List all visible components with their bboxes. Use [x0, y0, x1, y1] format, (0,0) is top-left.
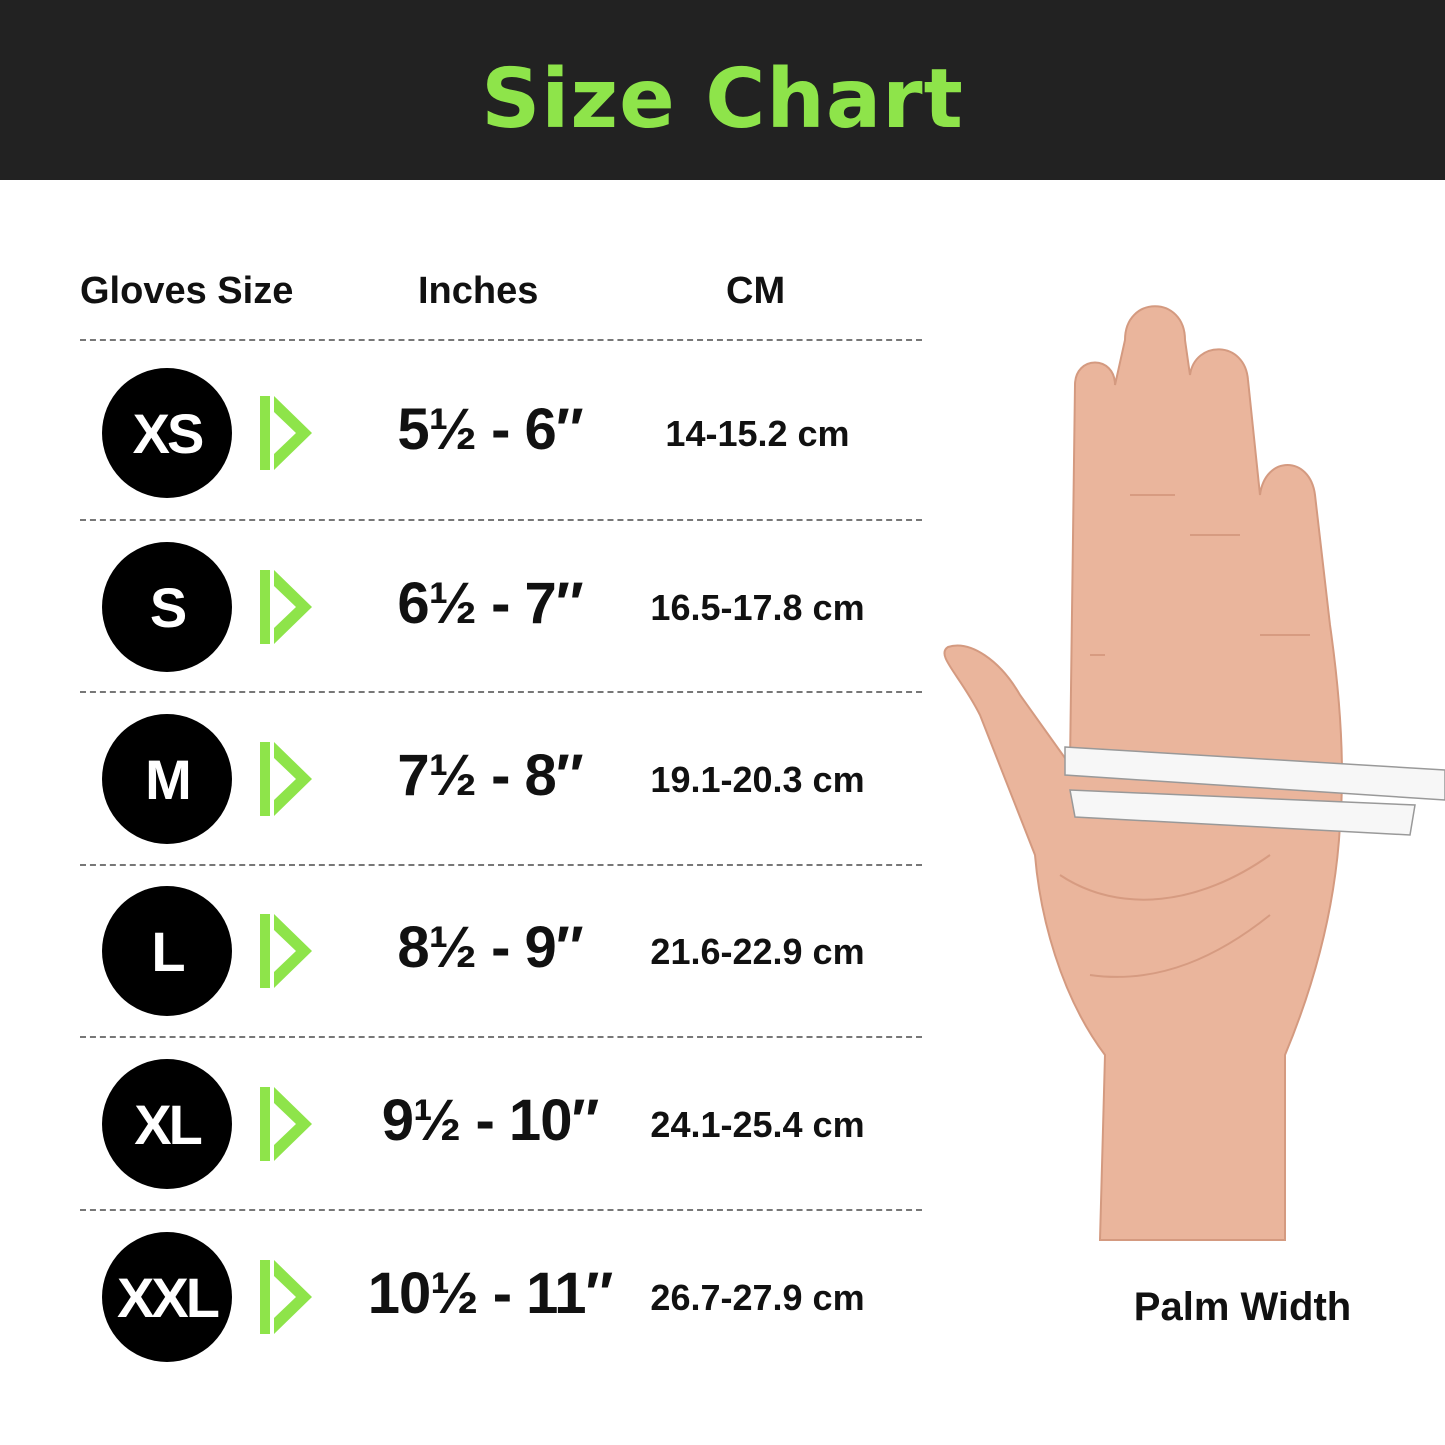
double-play-arrow-icon: [260, 396, 312, 470]
double-play-arrow-icon: [260, 742, 312, 816]
inches-value: 6½ - 7″: [397, 571, 583, 636]
inches-value: 7½ - 8″: [397, 743, 583, 808]
inches-value: 9½ - 10″: [381, 1088, 599, 1153]
palm-width-caption: Palm Width: [1133, 1285, 1352, 1329]
size-badge: M: [102, 714, 232, 844]
column-header-inches: Inches: [418, 270, 539, 312]
cm-value: 26.7-27.9 cm: [650, 1277, 865, 1318]
cm-value: 24.1-25.4 cm: [650, 1104, 865, 1145]
size-badge: S: [102, 542, 232, 672]
divider: [80, 339, 922, 341]
size-badge: XL: [102, 1059, 232, 1189]
size-row: S 6½ - 7″ 16.5-17.8 cm: [0, 542, 940, 672]
cm-value: 21.6-22.9 cm: [650, 931, 865, 972]
divider: [80, 519, 922, 521]
hand-with-measuring-tape-image: [943, 305, 1445, 1241]
size-row: M 7½ - 8″ 19.1-20.3 cm: [0, 714, 940, 844]
inches-value: 8½ - 9″: [397, 915, 583, 980]
double-play-arrow-icon: [260, 1260, 312, 1334]
size-row: XXL 10½ - 11″ 26.7-27.9 cm: [0, 1232, 940, 1362]
inches-value: 5½ - 6″: [397, 397, 583, 462]
divider: [80, 864, 922, 866]
divider: [80, 691, 922, 693]
double-play-arrow-icon: [260, 914, 312, 988]
cm-value: 14-15.2 cm: [665, 413, 850, 454]
header-bar: Size Chart: [0, 0, 1445, 180]
inches-value: 10½ - 11″: [367, 1261, 614, 1326]
size-badge: XXL: [102, 1232, 232, 1362]
size-badge: XS: [102, 368, 232, 498]
size-row: XL 9½ - 10″ 24.1-25.4 cm: [0, 1059, 940, 1189]
page-title: Size Chart: [481, 52, 964, 147]
measuring-tape: [1064, 746, 1445, 836]
double-play-arrow-icon: [260, 1087, 312, 1161]
double-play-arrow-icon: [260, 570, 312, 644]
divider: [80, 1036, 922, 1038]
size-row: XS 5½ - 6″ 14-15.2 cm: [0, 368, 940, 498]
column-header-size: Gloves Size: [80, 270, 294, 312]
size-badge: L: [102, 886, 232, 1016]
size-row: L 8½ - 9″ 21.6-22.9 cm: [0, 886, 940, 1016]
cm-value: 19.1-20.3 cm: [650, 759, 865, 800]
column-header-cm: CM: [726, 270, 786, 312]
divider: [80, 1209, 922, 1211]
cm-value: 16.5-17.8 cm: [650, 587, 865, 628]
